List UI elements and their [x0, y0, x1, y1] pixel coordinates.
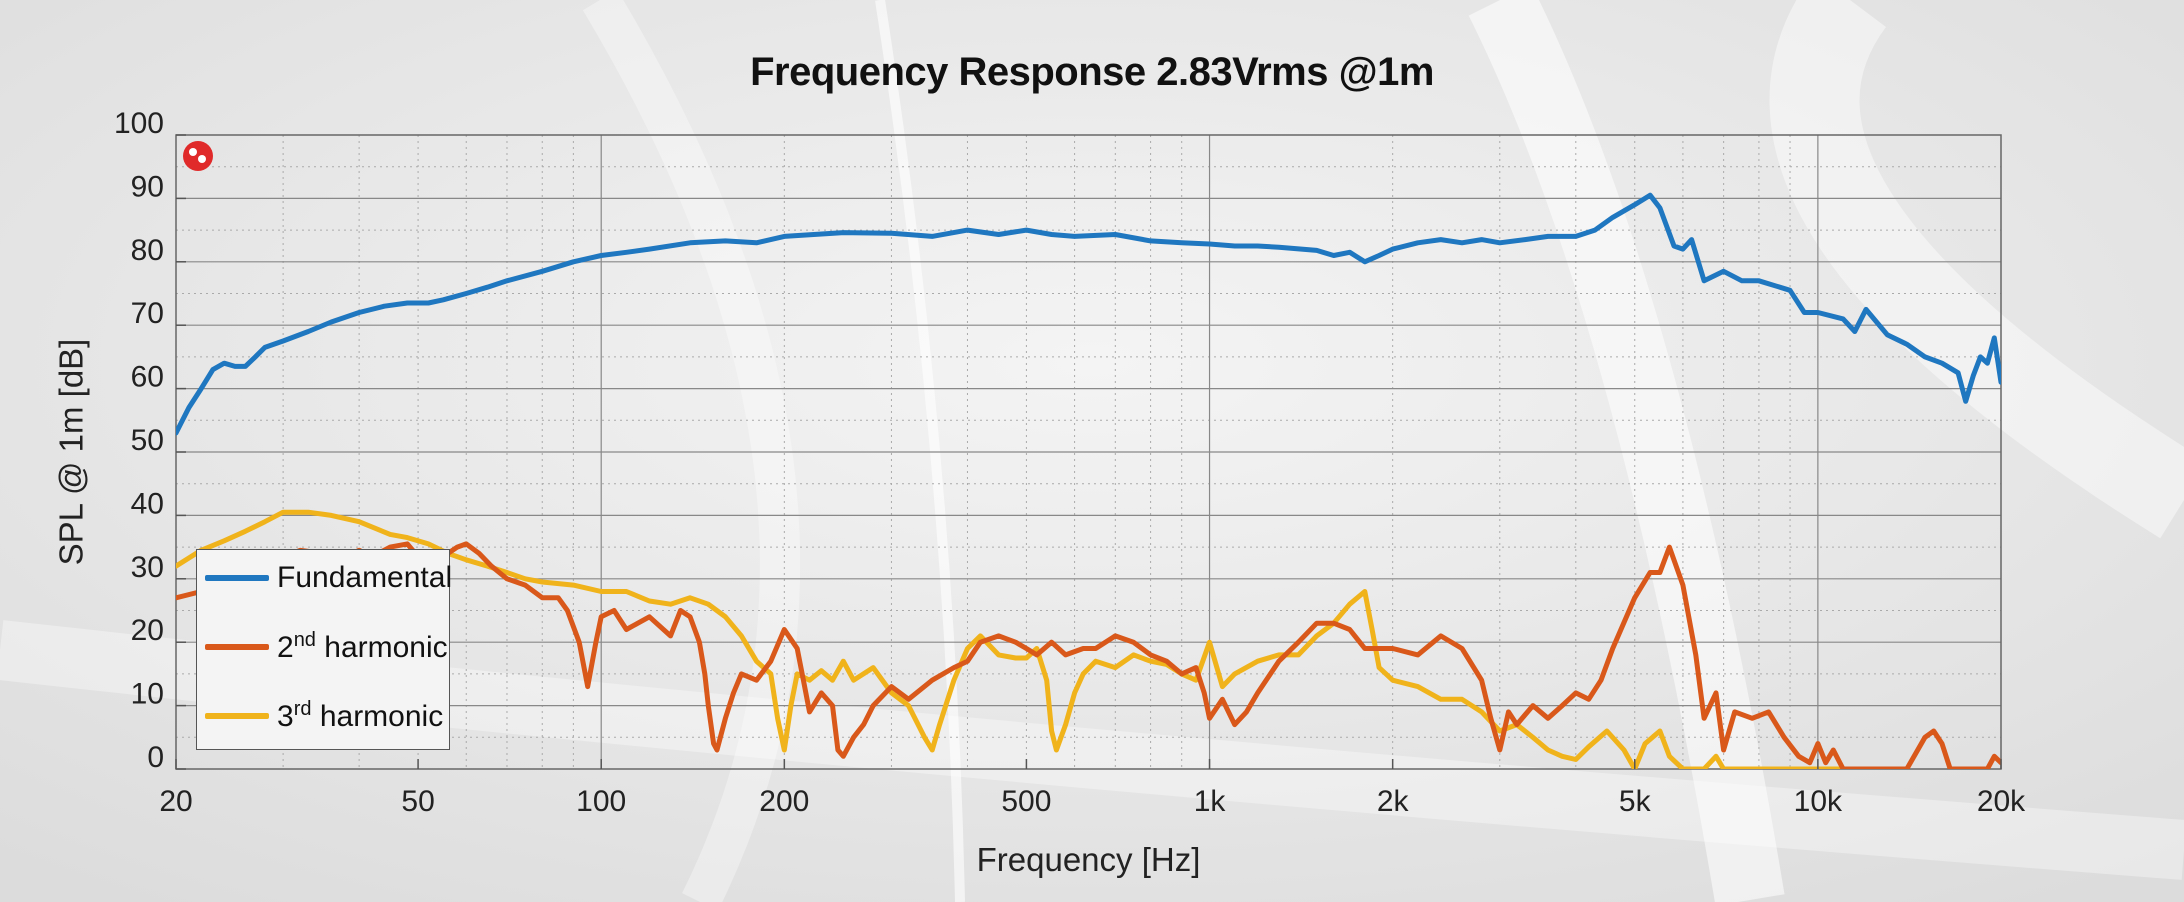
y-tick-label: 90 — [131, 170, 164, 203]
logo-circle — [183, 141, 213, 171]
x-tick-label: 100 — [576, 785, 626, 818]
legend-swatch-3rd-harmonic — [205, 713, 269, 719]
legend-swatch-2nd-harmonic — [205, 644, 269, 650]
legend-item-3rd-harmonic: 3rd harmonic — [205, 696, 443, 736]
series-line-3rd-harmonic — [176, 509, 1846, 769]
logo-dot-2 — [198, 155, 206, 163]
logo-dot-1 — [189, 148, 197, 156]
brand-logo-icon — [183, 141, 213, 171]
series-line-fundamental — [176, 192, 2001, 436]
x-axis-ticks: 20 50 100 200 500 1k 2k 5k 10k 20k — [159, 759, 2026, 818]
x-tick-label: 1k — [1194, 785, 1227, 818]
y-tick-label: 50 — [131, 424, 164, 457]
legend-label-fundamental: Fundamental — [277, 561, 453, 594]
x-tick-label: 5k — [1619, 785, 1652, 818]
y-tick-label: 30 — [131, 551, 164, 584]
y-tick-label: 60 — [131, 361, 164, 394]
major-grid — [176, 135, 2001, 769]
x-tick-label: 500 — [1001, 785, 1051, 818]
x-tick-label: 20k — [1977, 785, 2026, 818]
y-tick-label: 20 — [131, 614, 164, 647]
y-tick-label: 40 — [131, 487, 164, 520]
x-axis-label: Frequency [Hz] — [977, 841, 1201, 878]
y-tick-label: 0 — [147, 741, 164, 774]
legend-label-2nd-harmonic: 2nd harmonic — [277, 629, 448, 664]
x-tick-label: 2k — [1377, 785, 1410, 818]
y-tick-label: 10 — [131, 678, 164, 711]
legend-swatch-fundamental — [205, 575, 269, 581]
y-axis-ticks: 0 10 20 30 40 50 60 70 80 90 100 — [114, 107, 186, 774]
legend-label-3rd-harmonic: 3rd harmonic — [277, 698, 444, 733]
x-tick-label: 10k — [1794, 785, 1843, 818]
x-tick-label: 20 — [159, 785, 192, 818]
legend-item-2nd-harmonic: 2nd harmonic — [205, 627, 448, 667]
series-layer — [176, 192, 2001, 769]
y-tick-label: 80 — [131, 234, 164, 267]
y-axis-label: SPL @ 1m [dB] — [53, 339, 90, 566]
series-line-2nd-harmonic — [176, 541, 2001, 769]
chart-legend: Fundamental 2nd harmonic 3rd harmonic — [196, 549, 452, 750]
chart-title: Frequency Response 2.83Vrms @1m — [750, 50, 1434, 94]
x-tick-label: 200 — [759, 785, 809, 818]
y-tick-label: 100 — [114, 107, 164, 140]
x-tick-label: 50 — [401, 785, 434, 818]
y-tick-label: 70 — [131, 297, 164, 330]
legend-item-fundamental: Fundamental — [205, 558, 452, 598]
